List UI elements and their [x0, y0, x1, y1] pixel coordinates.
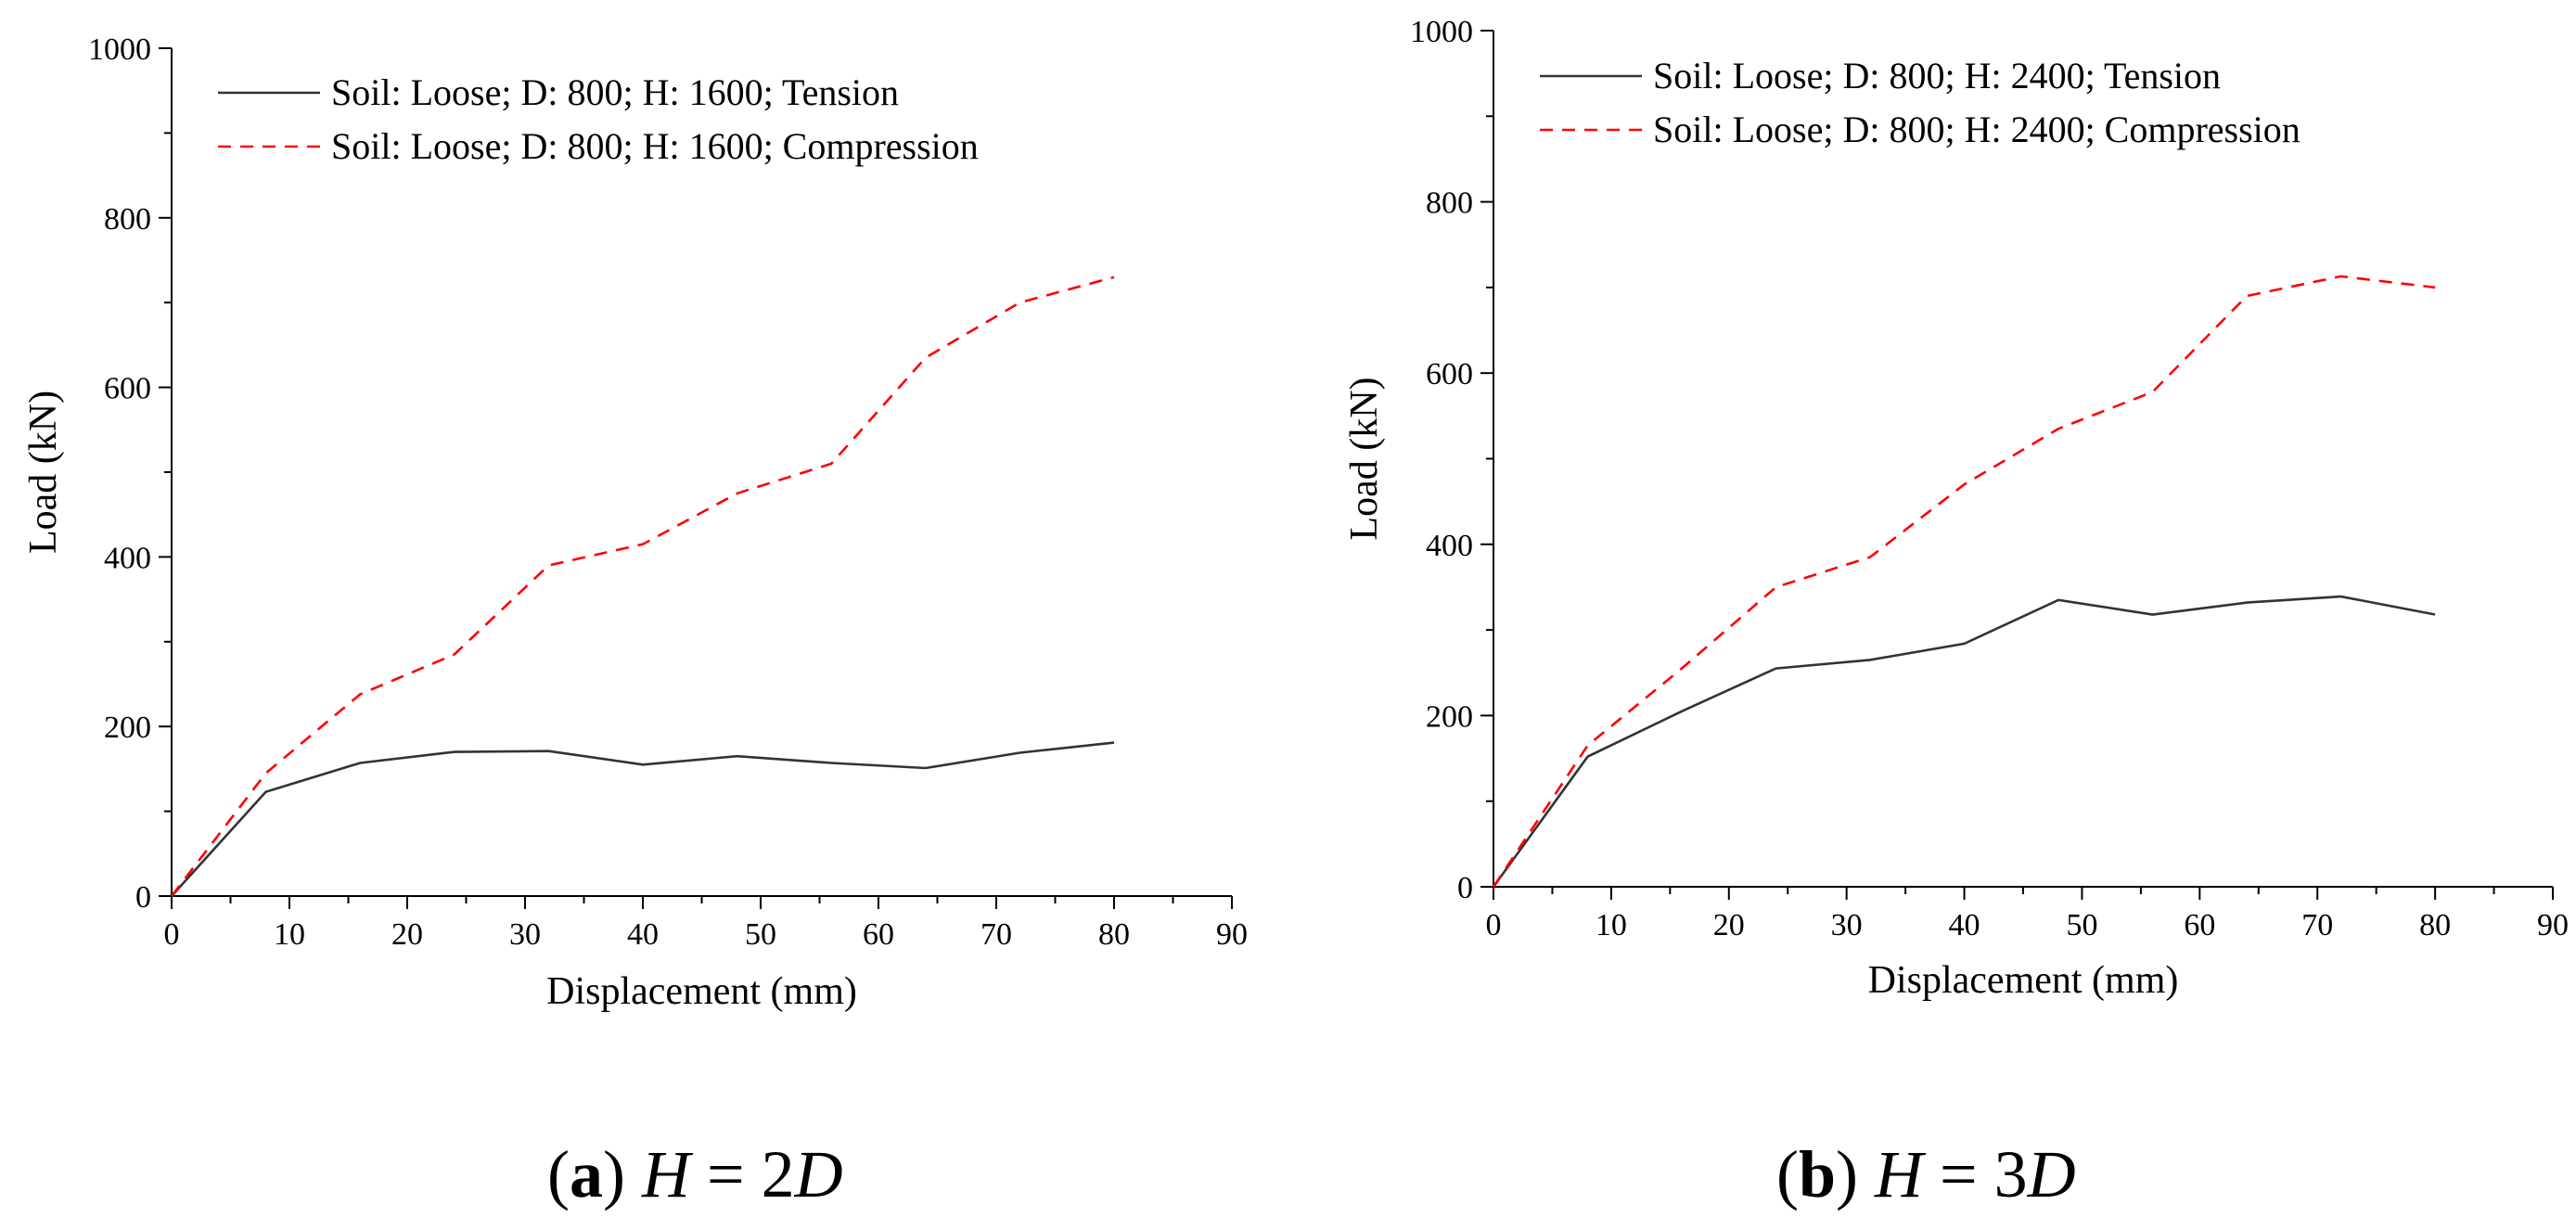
x-tick-label: 50 [2066, 908, 2097, 942]
caption-eq: = 2 [690, 1137, 795, 1211]
caption-paren-open: ( [1776, 1137, 1799, 1211]
x-tick-label: 60 [2184, 908, 2215, 942]
x-tick-label: 50 [745, 917, 776, 952]
x-tick-label: 0 [1486, 908, 1502, 942]
y-tick-label: 0 [1457, 871, 1473, 905]
legend-label: Soil: Loose; D: 800; H: 2400; Compressio… [1653, 109, 2300, 150]
series-line-tension [171, 741, 1115, 897]
x-tick-label: 90 [2537, 908, 2569, 942]
x-tick-label: 20 [391, 917, 423, 952]
x-tick-label: 30 [509, 917, 541, 952]
y-axis-title: Load (kN) [1343, 377, 1386, 540]
x-tick-label: 70 [980, 917, 1012, 952]
x-tick-label: 40 [627, 917, 659, 952]
caption-letter: b [1799, 1137, 1836, 1211]
x-tick-label: 60 [863, 917, 894, 952]
caption-letter: a [570, 1137, 603, 1211]
legend-label: Soil: Loose; D: 800; H: 1600; Tension [331, 71, 899, 113]
y-axis-title: Load (kN) [22, 391, 65, 554]
y-tick-label: 800 [1426, 186, 1473, 221]
x-tick-label: 80 [1098, 917, 1130, 952]
y-tick-label: 400 [1426, 529, 1473, 563]
y-tick-label: 200 [1426, 699, 1473, 734]
series-line-tension [1492, 595, 2436, 888]
caption-paren-close: ) [1836, 1137, 1875, 1211]
caption-rhs: D [794, 1137, 843, 1211]
x-tick-label: 10 [274, 917, 305, 952]
caption-lhs: H [641, 1137, 694, 1211]
legend-label: Soil: Loose; D: 800; H: 1600; Compressio… [331, 125, 979, 167]
x-axis-title: Displacement (mm) [1868, 959, 2179, 1002]
x-axis-title: Displacement (mm) [546, 970, 857, 1013]
y-tick-label: 800 [104, 202, 151, 237]
caption-paren-close: ) [603, 1137, 642, 1211]
panel-caption: (b) H = 3D [1776, 1137, 2076, 1211]
x-tick-label: 0 [164, 917, 180, 952]
y-tick-label: 400 [104, 541, 151, 575]
panel-b: 0 10 20 30 40 50 60 70 80 90 0 200 400 600 800 1000 Disp… [1343, 15, 2569, 1211]
y-tick-label: 600 [104, 372, 151, 406]
caption-rhs: D [2027, 1137, 2076, 1211]
x-tick-label: 70 [2301, 908, 2333, 942]
panel-a: 0 10 20 30 40 50 60 70 80 90 0 200 400 600 800 1000 Disp… [22, 32, 1248, 1211]
y-tick-label: 1000 [1410, 15, 1473, 49]
panel-caption: (a) H = 2D [547, 1137, 843, 1211]
series-line-compression [170, 275, 1115, 897]
x-tick-label: 40 [1949, 908, 1980, 942]
x-tick-label: 10 [1596, 908, 1627, 942]
caption-paren-open: ( [547, 1137, 570, 1211]
caption-eq: = 3 [1923, 1137, 2028, 1211]
y-tick-label: 600 [1426, 357, 1473, 391]
x-tick-label: 80 [2419, 908, 2451, 942]
x-tick-label: 30 [1831, 908, 1863, 942]
caption-lhs: H [1874, 1137, 1927, 1211]
x-tick-label: 20 [1713, 908, 1745, 942]
legend-label: Soil: Loose; D: 800; H: 2400; Tension [1653, 55, 2221, 96]
y-tick-label: 1000 [88, 32, 151, 67]
y-tick-label: 0 [135, 880, 151, 915]
y-tick-label: 200 [104, 711, 151, 745]
x-tick-label: 90 [1216, 917, 1248, 952]
series-line-compression [1492, 275, 2436, 888]
